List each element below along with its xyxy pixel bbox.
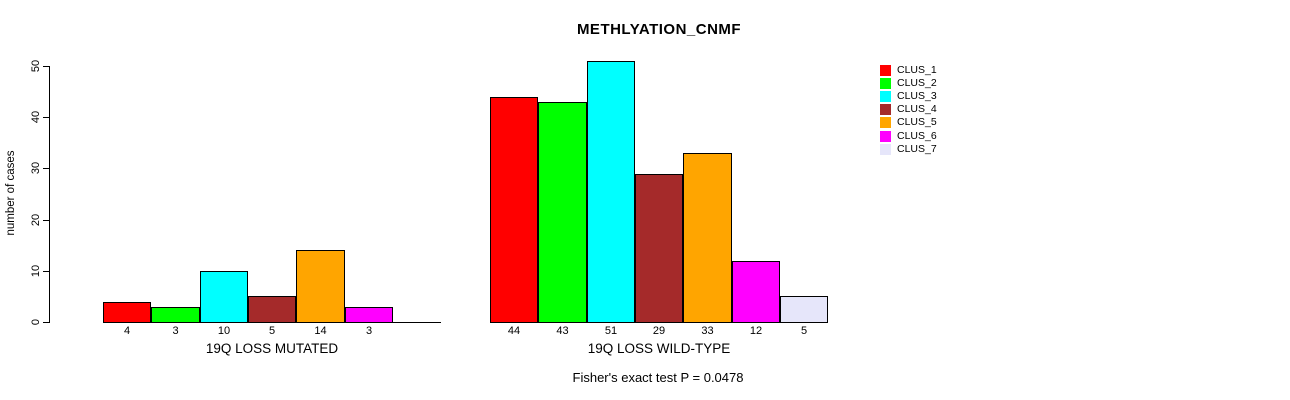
y-axis-line: [49, 66, 50, 323]
bar: [780, 296, 828, 323]
bar: [103, 302, 151, 323]
bar: [538, 102, 587, 323]
y-tick: [43, 117, 49, 118]
bar-value-label: 33: [701, 325, 714, 337]
bar: [490, 97, 538, 323]
group-axis-label: 19Q LOSS MUTATED: [205, 341, 339, 356]
legend-swatch: [880, 91, 891, 102]
legend-swatch: [880, 131, 891, 142]
y-tick: [43, 168, 49, 169]
legend-label: CLUS_6: [897, 130, 937, 142]
bar-value-label: 43: [556, 325, 569, 337]
bar-value-label: 10: [217, 325, 231, 337]
bar: [345, 307, 393, 323]
legend-swatch: [880, 117, 891, 128]
legend-label: CLUS_5: [897, 116, 937, 128]
bar-value-label: 29: [652, 325, 666, 337]
bar-value-label: 51: [604, 325, 618, 337]
y-tick: [43, 271, 49, 272]
bar: [732, 261, 780, 323]
bar-value-label: 3: [365, 325, 373, 337]
y-tick: [43, 66, 49, 67]
bar: [151, 307, 200, 323]
legend-label: CLUS_1: [897, 64, 937, 76]
bar-value-label: 5: [800, 325, 808, 337]
fisher-test-annotation: Fisher's exact test P = 0.0478: [572, 370, 744, 385]
bar: [296, 250, 345, 323]
bar-value-label: 12: [749, 325, 763, 337]
legend-swatch: [880, 104, 891, 115]
group-axis-label: 19Q LOSS WILD-TYPE: [587, 341, 731, 356]
y-tick: [43, 220, 49, 221]
legend-label: CLUS_2: [897, 77, 937, 89]
y-tick-label: 40: [30, 110, 42, 124]
bar-value-label: 4: [123, 325, 131, 337]
legend-label: CLUS_3: [897, 90, 937, 102]
legend-swatch: [880, 65, 891, 76]
legend-swatch: [880, 144, 891, 155]
legend-label: CLUS_4: [897, 103, 937, 115]
y-tick-label: 10: [30, 264, 42, 278]
bar-value-label: 44: [507, 325, 521, 337]
bar-value-label: 3: [172, 325, 179, 337]
chart-title: METHLYATION_CNMF: [576, 21, 742, 38]
bar: [200, 271, 248, 323]
bar-value-label: 5: [268, 325, 276, 337]
bar: [587, 61, 635, 323]
y-axis-title: number of cases: [5, 150, 17, 236]
y-tick-label: 50: [30, 59, 42, 73]
bar: [683, 153, 732, 323]
y-tick: [43, 322, 49, 323]
y-tick-label: 20: [30, 213, 42, 227]
legend-swatch: [880, 78, 891, 89]
y-tick-label: 0: [30, 318, 42, 326]
bar: [635, 174, 683, 323]
legend-label: CLUS_7: [897, 143, 937, 155]
bar: [248, 296, 296, 323]
bar-value-label: 14: [314, 325, 327, 337]
y-tick-label: 30: [30, 161, 42, 175]
